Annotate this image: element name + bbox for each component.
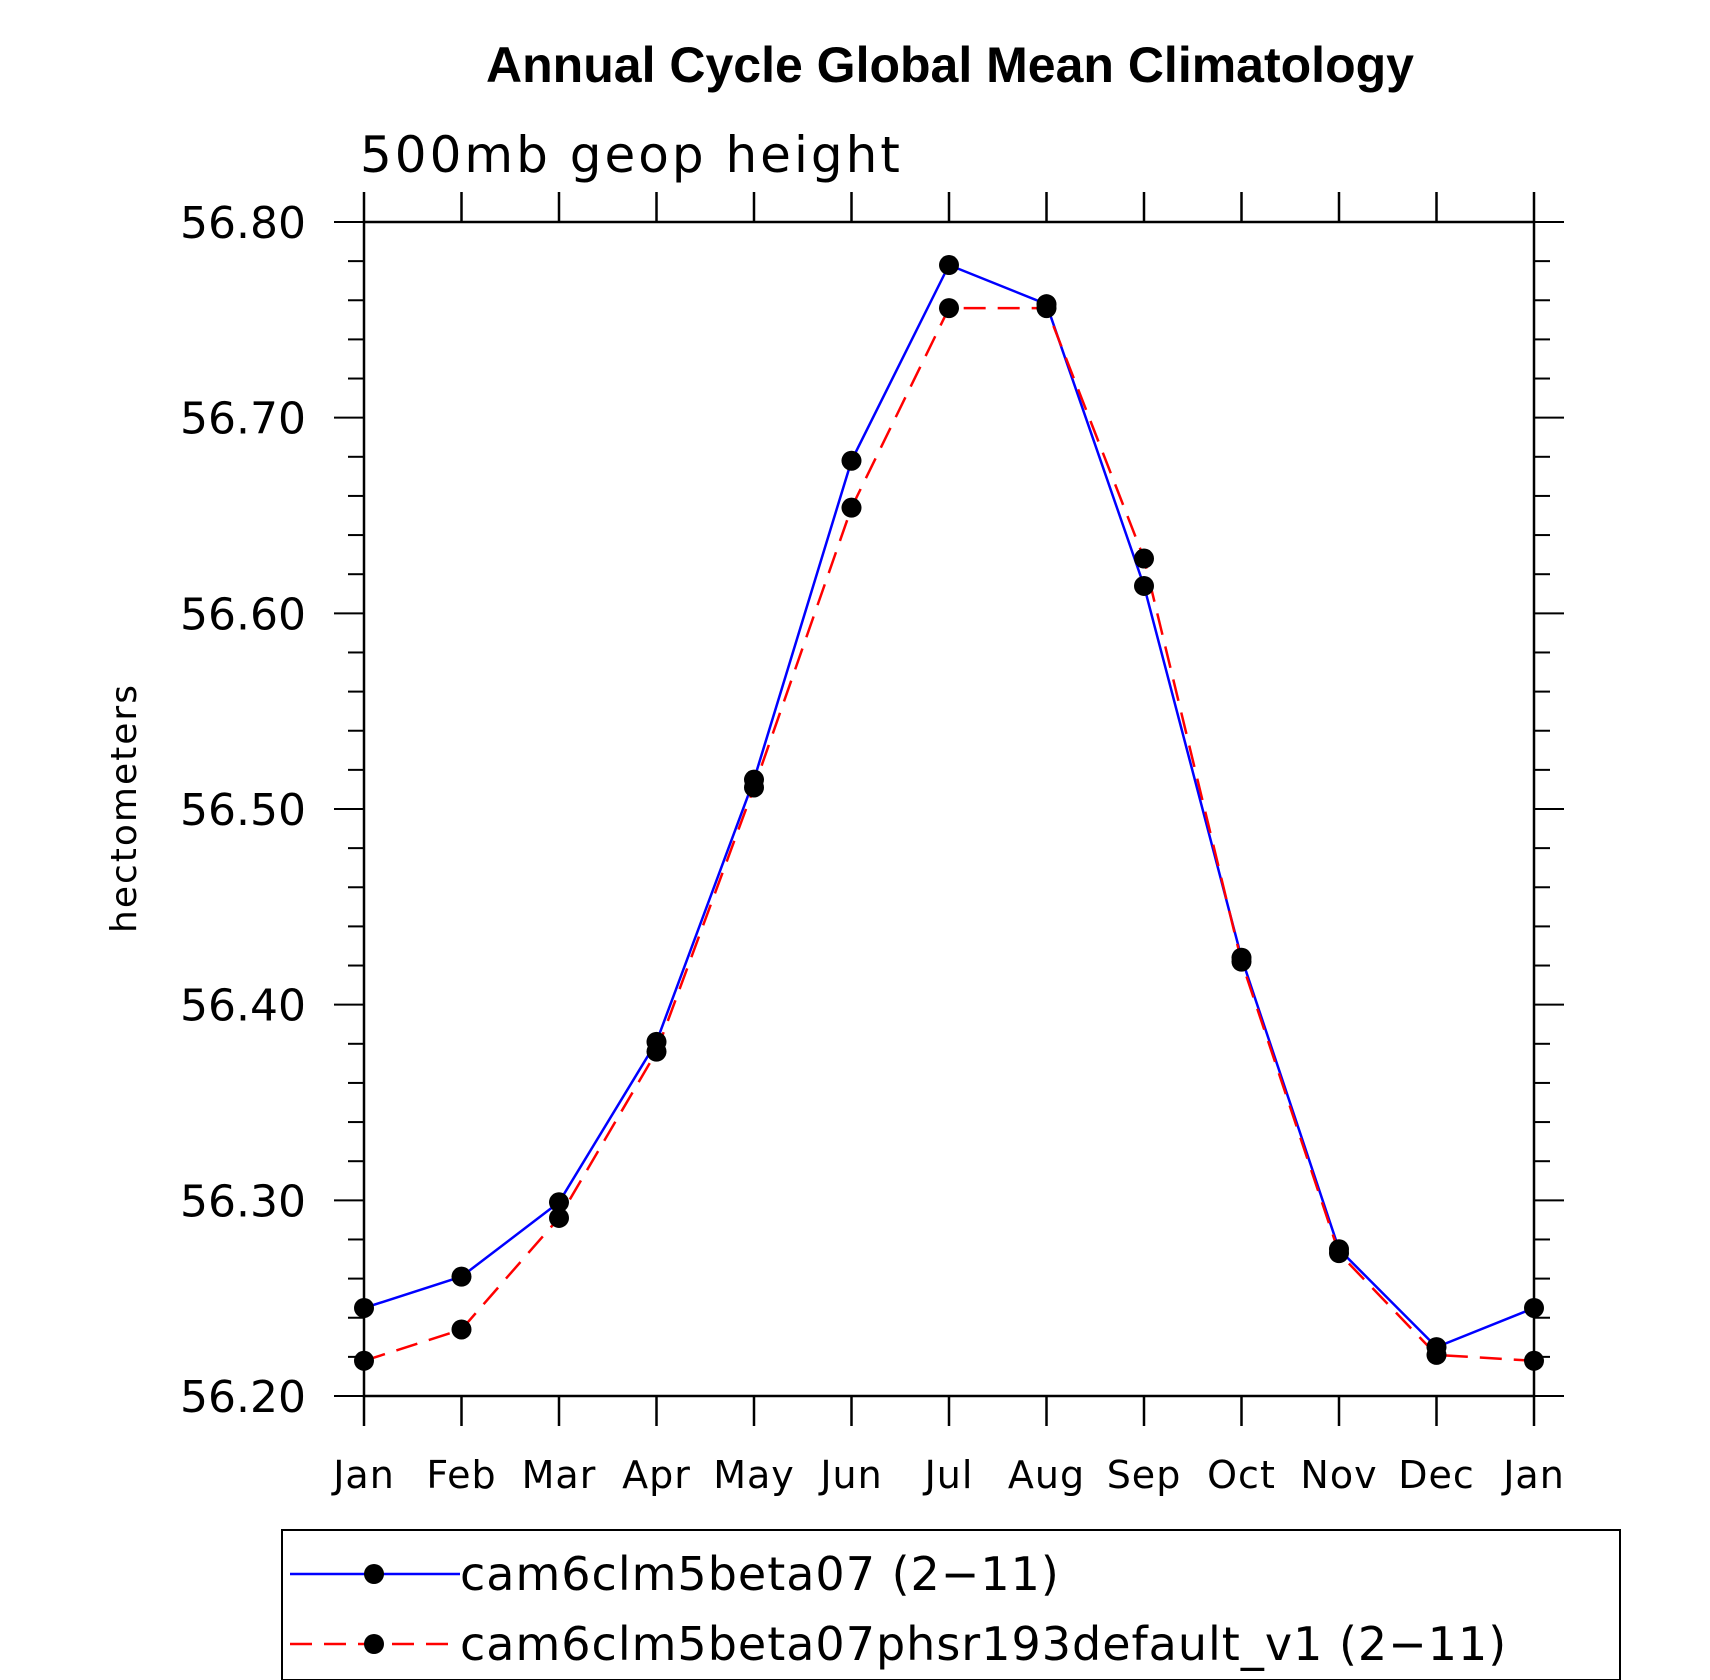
x-tick-label: Apr <box>622 1453 691 1497</box>
data-point-series-2 <box>1036 298 1057 319</box>
data-point-series-2 <box>1426 1344 1447 1365</box>
y-tick-label: 56.40 <box>180 981 306 1032</box>
legend-box <box>281 1529 1621 1680</box>
legend: cam6clm5beta07 (2−11) cam6clm5beta07phsr… <box>281 1529 1621 1680</box>
x-tick-label: Sep <box>1107 1453 1182 1497</box>
chart-title: Annual Cycle Global Mean Climatology <box>486 37 1414 93</box>
data-point-series-2 <box>451 1319 472 1340</box>
plot-frame <box>362 220 1536 1398</box>
series-line-1 <box>363 263 1535 1349</box>
data-point-series-1 <box>549 1192 569 1213</box>
y-tick-label: 56.20 <box>180 1372 306 1423</box>
data-point-series-2 <box>354 1350 374 1371</box>
legend-label-series-1: cam6clm5beta07 (2−11) <box>460 1547 1060 1601</box>
data-point-series-2 <box>1231 951 1252 972</box>
x-tick-label: Jun <box>818 1453 882 1497</box>
x-tick-label: Feb <box>426 1453 496 1497</box>
y-tick-label: 56.60 <box>180 589 306 640</box>
x-tick-label: May <box>713 1453 795 1497</box>
y-tick-label: 56.50 <box>180 785 306 836</box>
data-point-series-2 <box>1329 1243 1349 1264</box>
legend-marker-series-2 <box>364 1634 384 1654</box>
x-tick-label: Mar <box>522 1453 597 1497</box>
chart-subtitle: 500mb geop height <box>360 126 903 184</box>
x-tick-label: Dec <box>1398 1453 1475 1497</box>
legend-label-series-2: cam6clm5beta07phsr193default_v1 (2−11) <box>460 1617 1507 1671</box>
data-point-series-2 <box>1524 1350 1544 1371</box>
y-tick-label: 56.30 <box>180 1176 306 1227</box>
y-tick-labels: 56.20 56.30 56.40 56.50 56.60 56.70 56.80 <box>180 198 306 1423</box>
data-point-series-2 <box>939 298 959 319</box>
x-tick-label: Jan <box>1501 1453 1565 1497</box>
data-point-series-1 <box>1134 575 1154 596</box>
x-tick-label: Jan <box>331 1453 395 1497</box>
data-point-series-1 <box>939 255 959 276</box>
y-axis-label: hectometers <box>104 683 145 933</box>
data-point-series-1 <box>354 1297 374 1318</box>
x-tick-label: Nov <box>1300 1453 1377 1497</box>
data-point-series-1 <box>841 450 862 471</box>
data-point-series-2 <box>549 1207 569 1228</box>
data-point-series-2 <box>646 1041 667 1062</box>
y-tick-label: 56.70 <box>180 394 306 445</box>
x-tick-label: Jul <box>923 1453 974 1497</box>
data-point-series-1 <box>1524 1297 1544 1318</box>
legend-marker-series-1 <box>364 1564 384 1584</box>
x-tick-label: Aug <box>1008 1453 1085 1497</box>
x-tick-labels: Jan Feb Mar Apr May Jun Jul Aug Sep Oct Nov Dec Jan <box>331 1453 1565 1497</box>
y-tick-label: 56.80 <box>180 198 306 249</box>
x-tick-label: Oct <box>1207 1453 1276 1497</box>
series-layer <box>354 255 1544 1371</box>
data-point-series-2 <box>744 777 764 798</box>
axis-ticks <box>334 192 1564 1426</box>
data-point-series-2 <box>1134 548 1154 569</box>
data-point-series-2 <box>841 497 862 518</box>
series-line-2 <box>363 306 1535 1363</box>
data-point-series-1 <box>451 1266 472 1287</box>
